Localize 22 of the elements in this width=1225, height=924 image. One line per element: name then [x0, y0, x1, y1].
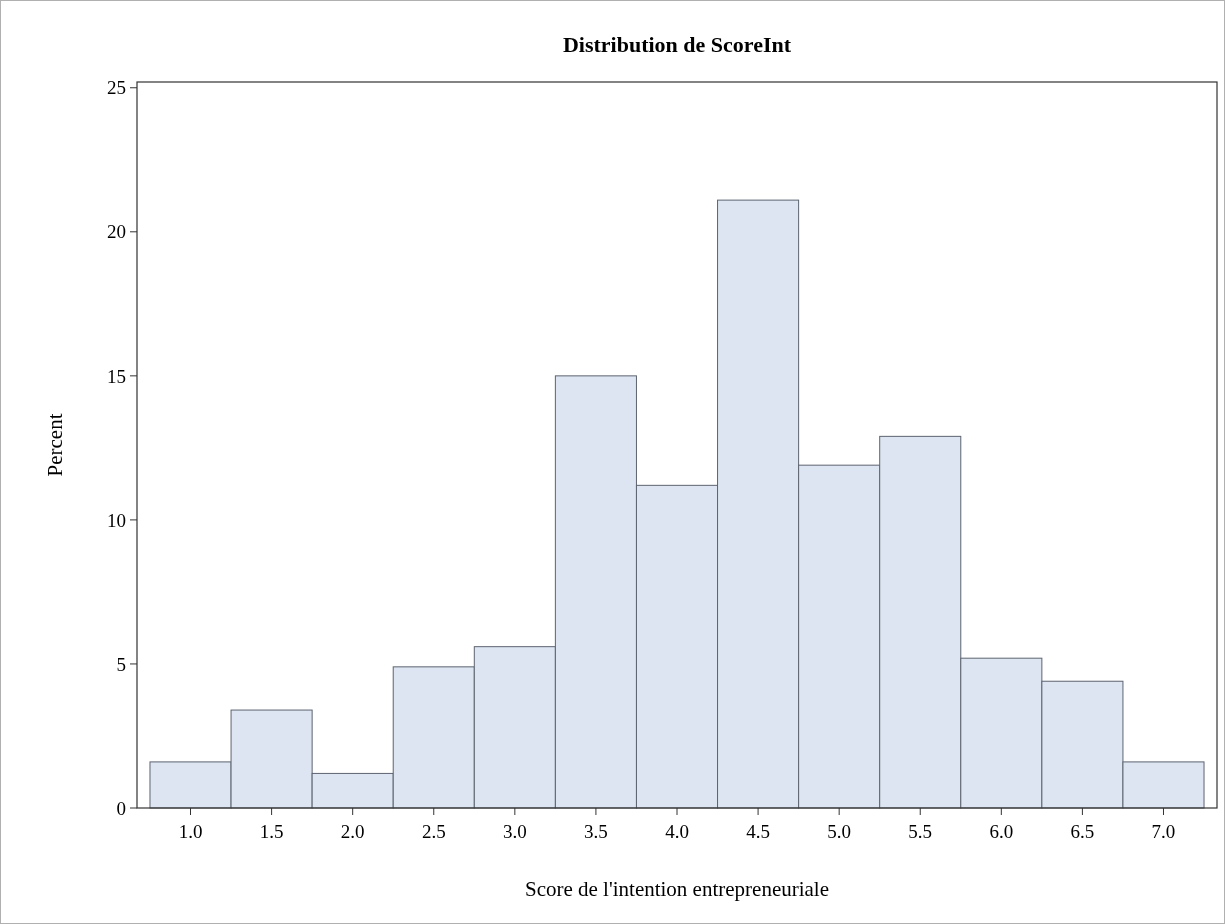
- x-tick-label: 4.5: [746, 821, 770, 842]
- y-tick-label: 10: [107, 509, 126, 531]
- x-tick-label: 5.5: [908, 821, 933, 842]
- y-axis-title: Percent: [43, 413, 67, 477]
- y-tick-label: 0: [116, 797, 126, 819]
- y-tick-label: 15: [107, 365, 126, 387]
- x-tick-label: 6.5: [1070, 821, 1095, 842]
- x-tick-label: 7.0: [1151, 821, 1176, 842]
- x-tick-label: 1.5: [259, 821, 284, 842]
- y-tick-label: 5: [116, 653, 126, 675]
- x-tick-label: 2.0: [340, 821, 365, 842]
- y-tick-label: 25: [107, 77, 126, 99]
- x-tick-label: 4.0: [665, 821, 689, 842]
- x-tick-label: 6.0: [989, 821, 1014, 842]
- x-tick-label: 3.0: [502, 821, 527, 842]
- x-axis-title: Score de l'intention entrepreneuriale: [524, 877, 830, 901]
- x-tick-label: 2.5: [421, 821, 446, 842]
- x-tick-label: 1.0: [178, 821, 203, 842]
- y-tick-label: 20: [107, 221, 126, 243]
- chart-title: Distribution de ScoreInt: [562, 32, 792, 57]
- x-tick-label: 5.0: [827, 821, 852, 842]
- x-tick-label: 3.5: [584, 821, 608, 842]
